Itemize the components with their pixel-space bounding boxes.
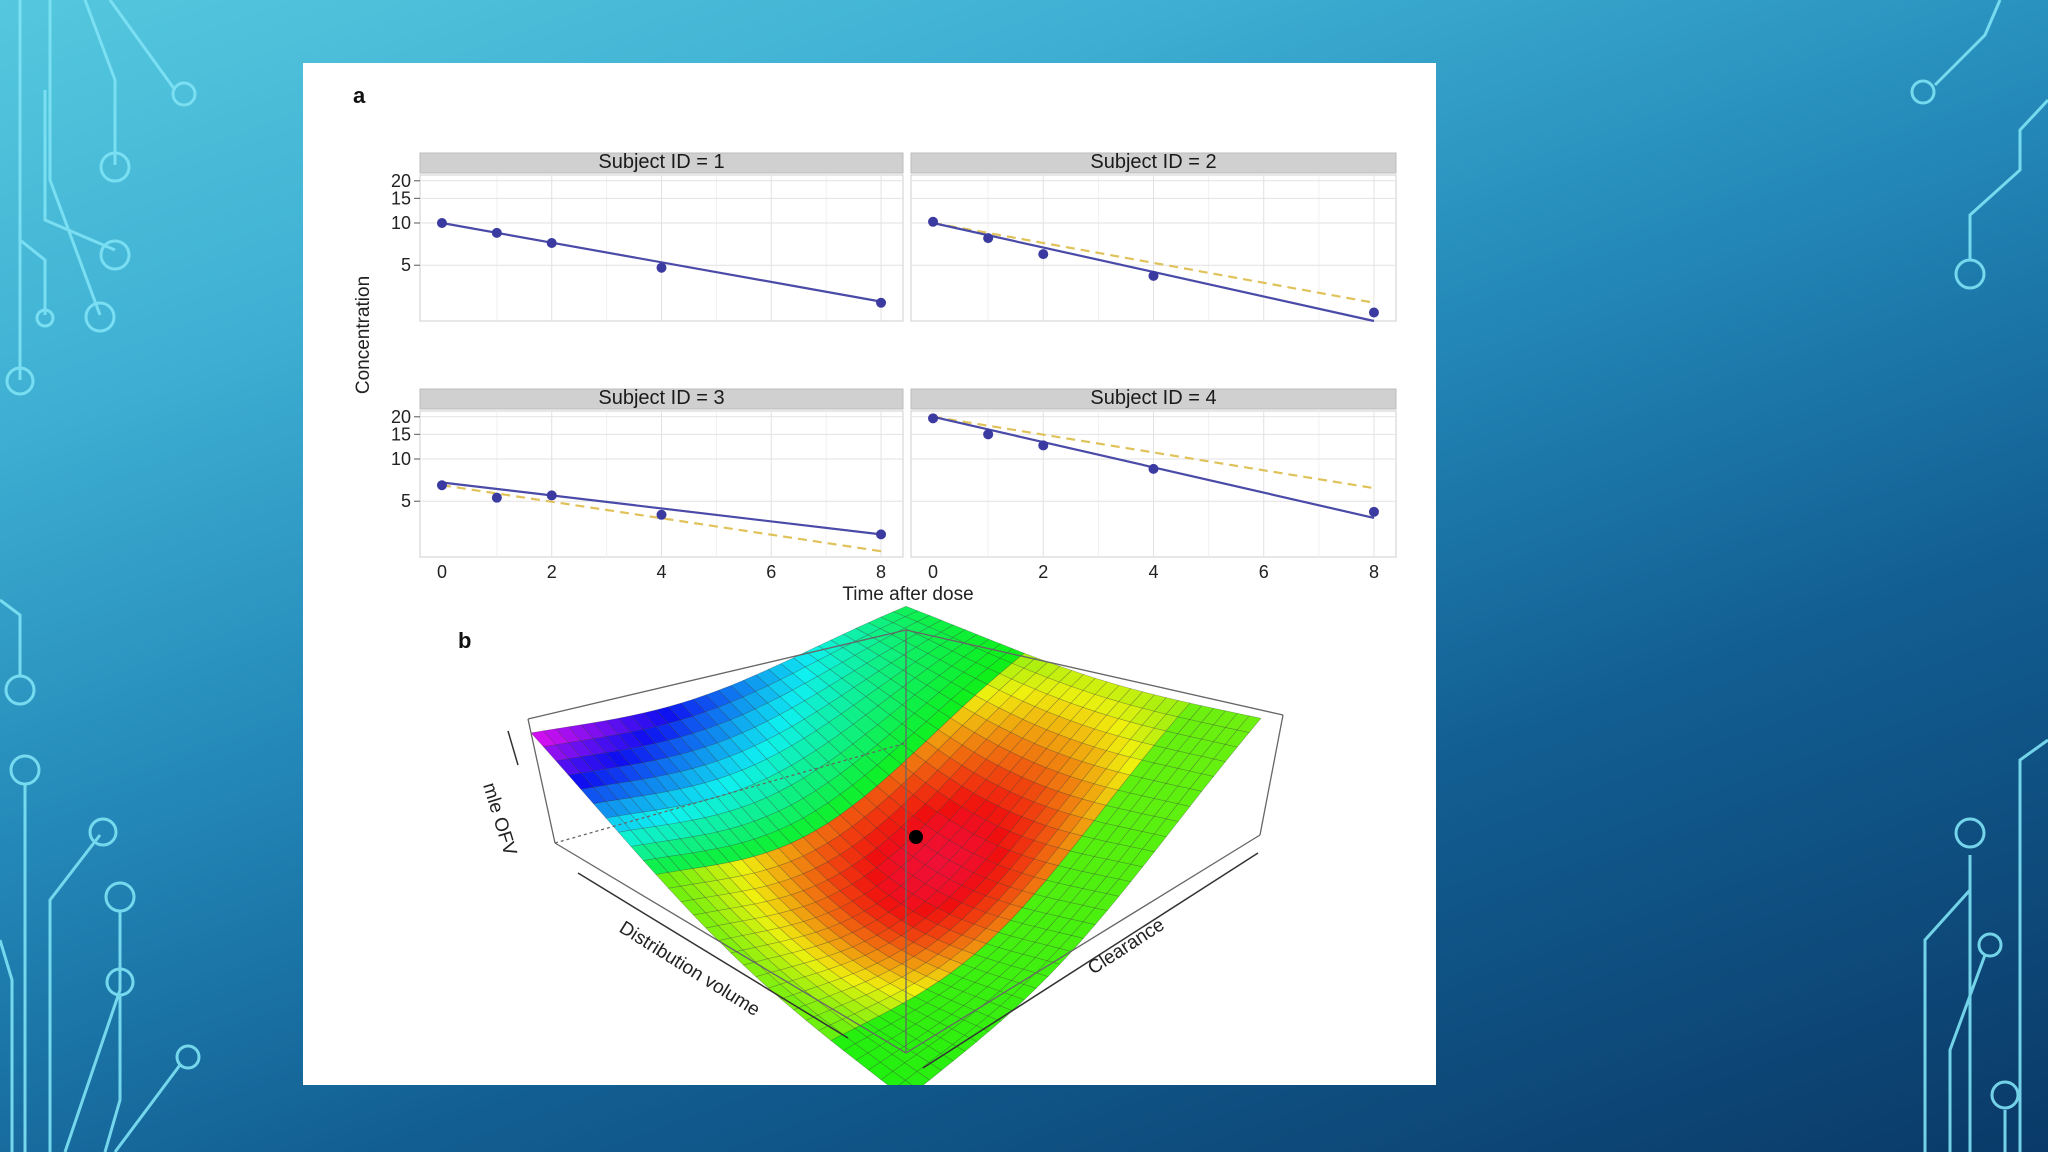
observed-point: [876, 297, 887, 308]
x-tick-label: 0: [437, 562, 447, 582]
x-tick-label: 4: [1148, 562, 1158, 582]
observed-point: [491, 492, 502, 503]
individual-fit-line: [441, 481, 882, 536]
clearance-label: Clearance: [1084, 914, 1168, 979]
surface-bounding-box: [527, 629, 1284, 1054]
facet-strip-label: Subject ID = 3: [598, 387, 724, 409]
z-axis-arrow: [507, 730, 519, 766]
x-tick-label: 6: [766, 562, 776, 582]
y-tick-label: 20: [391, 407, 411, 427]
observed-point: [983, 233, 994, 244]
y-tick-label: 15: [391, 424, 411, 444]
y-tick-label: 10: [391, 213, 411, 233]
x3d-axis-arrow: [577, 872, 849, 1039]
x-tick-label: 2: [1038, 562, 1048, 582]
ofv-minimum-point: [909, 830, 923, 844]
observed-point: [546, 238, 557, 249]
observed-point: [656, 262, 667, 273]
surface-cell: [1236, 715, 1262, 733]
observed-point: [436, 480, 447, 491]
observed-point: [1368, 506, 1379, 517]
observed-point: [656, 509, 667, 520]
x-tick-label: 2: [547, 562, 557, 582]
x-tick-label: 8: [876, 562, 886, 582]
facet-strip: [910, 388, 1397, 410]
facet-strip: [419, 388, 904, 410]
observed-point: [1148, 463, 1159, 474]
x-tick-label: 8: [1369, 562, 1379, 582]
figure-panel: a Subject ID = 1 5 10 15 20 Subject ID = 2 Sub…: [303, 63, 1436, 1085]
facet-strip-label: Subject ID = 2: [1090, 151, 1216, 173]
x-axis-label: Time after dose: [842, 584, 973, 605]
facet-strip: [419, 152, 904, 174]
facet-strip-label: Subject ID = 1: [598, 151, 724, 173]
ofv-surface: [530, 605, 1262, 1085]
individual-fit-line: [441, 221, 882, 303]
x-tick-label: 0: [928, 562, 938, 582]
observed-point: [928, 413, 939, 424]
observed-point: [491, 227, 502, 238]
y-tick-label: 15: [391, 188, 411, 208]
z-axis-label: mle OFV: [478, 780, 520, 858]
panel-b-label: b: [458, 628, 471, 653]
x-tick-label: 4: [656, 562, 666, 582]
y-tick-label: 10: [391, 449, 411, 469]
observed-point: [1038, 249, 1049, 260]
y3d-axis-arrow: [922, 852, 1259, 1069]
facet-strip: [910, 152, 1397, 174]
observed-point: [983, 429, 994, 440]
y-tick-label: 5: [401, 255, 411, 275]
observed-point: [928, 216, 939, 227]
y-tick-label: 5: [401, 491, 411, 511]
observed-point: [1368, 307, 1379, 318]
observed-point: [1038, 440, 1049, 451]
observed-point: [436, 218, 447, 229]
y-tick-label: 20: [391, 171, 411, 191]
observed-point: [546, 490, 557, 501]
y-axis-label: Concentration: [353, 276, 374, 394]
observed-point: [1148, 270, 1159, 281]
observed-point: [876, 529, 887, 540]
facet-strip-label: Subject ID = 4: [1090, 387, 1216, 409]
panel-a-label: a: [353, 83, 366, 108]
x-tick-label: 6: [1259, 562, 1269, 582]
surface-cell: [898, 1079, 913, 1085]
